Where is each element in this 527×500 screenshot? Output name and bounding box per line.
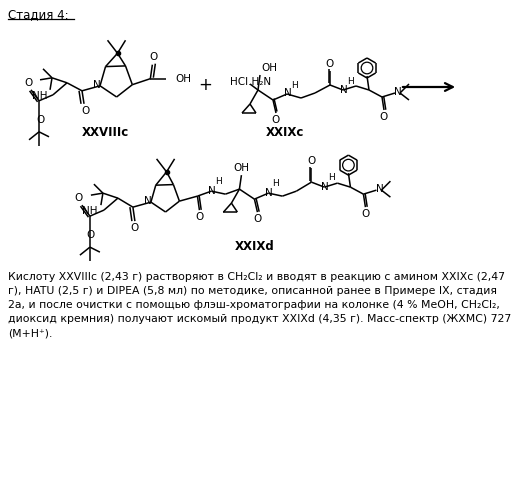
Text: NH: NH — [82, 206, 98, 216]
Text: OH: OH — [175, 74, 191, 84]
Text: Кислоту XXVIIIc (2,43 г) растворяют в CH₂Cl₂ и вводят в реакцию с амином XXIXc (: Кислоту XXVIIIc (2,43 г) растворяют в CH… — [8, 272, 505, 282]
Text: диоксид кремния) получают искомый продукт XXIXd (4,35 г). Масс-спектр (ЖХМС) 727: диоксид кремния) получают искомый продук… — [8, 314, 511, 324]
Text: O: O — [75, 193, 83, 203]
Text: N: N — [340, 85, 348, 95]
Text: XXIXc: XXIXc — [266, 126, 304, 138]
Text: O: O — [87, 230, 95, 240]
Text: O: O — [24, 78, 32, 88]
Text: г), HATU (2,5 г) и DIPEA (5,8 мл) по методике, описанной ранее в Примере IX, ста: г), HATU (2,5 г) и DIPEA (5,8 мл) по мет… — [8, 286, 497, 296]
Text: H: H — [216, 177, 222, 186]
Text: N: N — [284, 88, 292, 98]
Text: O: O — [253, 214, 261, 224]
Text: O: O — [196, 212, 203, 222]
Text: N: N — [208, 186, 216, 196]
Text: H: H — [347, 77, 354, 86]
Text: Стадия 4:: Стадия 4: — [8, 8, 69, 21]
Text: O: O — [149, 52, 158, 62]
Text: (M+H⁺).: (M+H⁺). — [8, 328, 52, 338]
Text: OH: OH — [261, 63, 277, 73]
Text: N: N — [320, 182, 328, 192]
Text: N: N — [394, 87, 402, 97]
Text: H: H — [272, 179, 279, 188]
Text: O: O — [326, 59, 334, 69]
Text: OH: OH — [233, 163, 249, 173]
Text: N: N — [93, 80, 101, 90]
Text: O: O — [362, 209, 369, 219]
Text: O: O — [307, 156, 316, 166]
Text: XXVIIIc: XXVIIIc — [81, 126, 129, 138]
Text: H: H — [291, 81, 298, 90]
Text: NH: NH — [32, 91, 47, 101]
Text: O: O — [81, 106, 89, 116]
Text: HCl.H₂N: HCl.H₂N — [230, 77, 271, 87]
Text: O: O — [131, 223, 139, 233]
Text: O: O — [36, 115, 44, 125]
Text: O: O — [272, 115, 280, 125]
Text: +: + — [198, 76, 212, 94]
Text: H: H — [328, 173, 335, 182]
Text: 2а, и после очистки с помощью флэш-хроматографии на колонке (4 % MeOH, CH₂Cl₂,: 2а, и после очистки с помощью флэш-хрома… — [8, 300, 500, 310]
Text: N: N — [376, 184, 383, 194]
Text: XXIXd: XXIXd — [235, 240, 275, 254]
Text: O: O — [380, 112, 388, 122]
Text: N: N — [144, 196, 152, 206]
Text: N: N — [265, 188, 272, 198]
